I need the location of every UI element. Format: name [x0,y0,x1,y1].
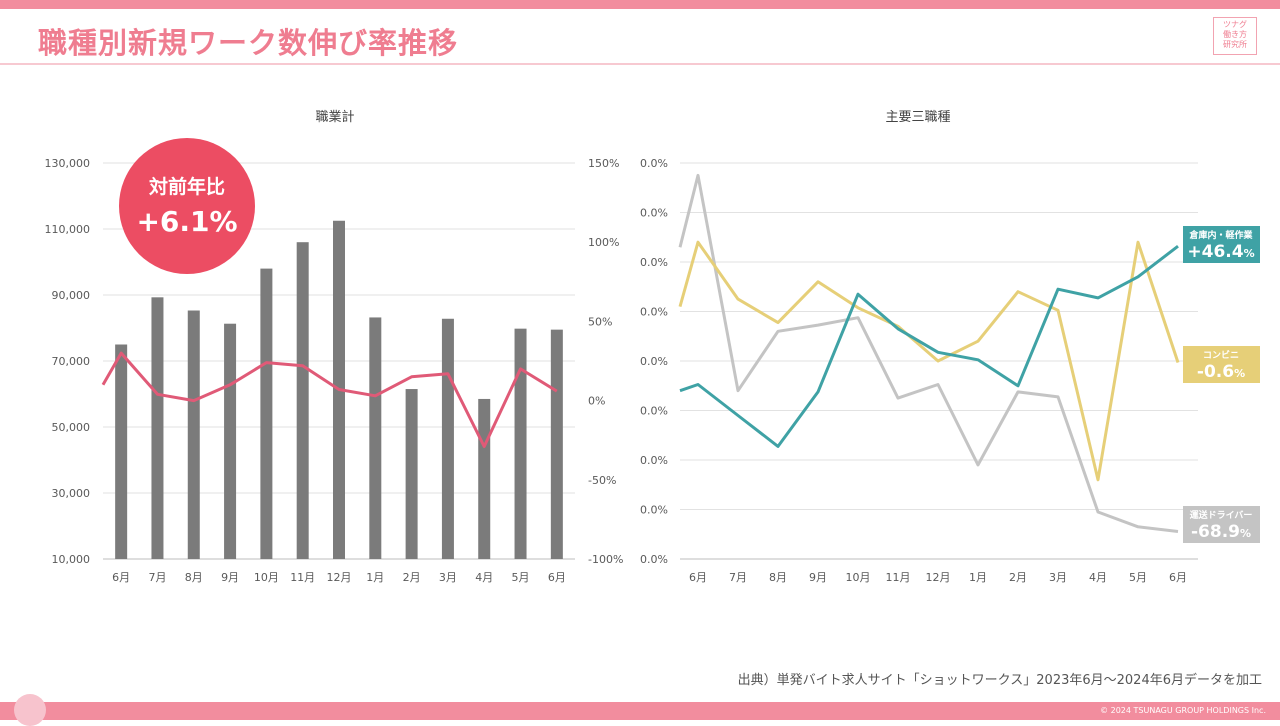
footer-bar [0,702,1280,720]
x-tick-label: 6月 [689,571,707,584]
x-tick-label: 6月 [548,571,566,584]
y-tick-label: -60.0% [640,504,668,517]
bar [369,317,381,559]
y-tick-label: 0.0% [640,355,668,368]
x-tick-label: 5月 [1129,571,1147,584]
x-tick-label: 10月 [254,571,279,584]
copyright: © 2024 TSUNAGU GROUP HOLDINGS Inc. [1100,706,1266,715]
bar [151,297,163,559]
x-tick-label: 3月 [1049,571,1067,584]
x-tick-label: 1月 [969,571,987,584]
y-tick-label: 40.0% [640,256,668,269]
x-tick-label: 2月 [1009,571,1027,584]
bar [297,242,309,559]
yoy-badge-label: 対前年比 [148,175,225,198]
x-tick-label: 4月 [1089,571,1107,584]
x-tick-label: 9月 [809,571,827,584]
series-end-label: 倉庫内・軽作業+46.4% [1183,226,1260,263]
y-tick-label: -40.0% [640,454,668,467]
logo-line: ツナグ [1214,20,1256,30]
y2-tick-label: 50% [588,315,612,328]
x-tick-label: 8月 [769,571,787,584]
bar [515,329,527,559]
y-tick-label: 50,000 [52,421,91,434]
title-divider [0,63,1280,65]
y-tick-label: 20.0% [640,306,668,319]
series-end-label-name: 運送ドライバー [1190,509,1253,521]
y2-tick-label: 0% [588,395,605,408]
x-tick-label: 10月 [846,571,871,584]
yoy-badge: 対前年比 +6.1% [119,138,255,274]
series-end-label-name: コンビニ [1203,349,1239,361]
x-tick-label: 6月 [112,571,130,584]
yoy-badge-value: +6.1% [136,205,237,238]
x-tick-label: 11月 [290,571,315,584]
bar [224,324,236,559]
x-tick-label: 2月 [403,571,421,584]
occupations-chart-title: 主要三職種 [885,109,950,125]
x-tick-label: 7月 [148,571,166,584]
page-title: 職種別新規ワーク数伸び率推移 [38,20,458,62]
top-stripe [0,0,1280,9]
y-tick-label: 110,000 [45,223,91,236]
total-chart: 職業計 10,000 30,000 50,000 70,000 90,000 110,00… [0,90,640,690]
y2-tick-label: -100% [588,553,623,566]
y2-tick-label: -50% [588,474,616,487]
x-tick-label: 11月 [886,571,911,584]
y-tick-label: 10,000 [52,553,91,566]
y-tick-label: 80.0% [640,157,668,170]
x-tick-label: 12月 [327,571,352,584]
series-end-label: 運送ドライバー-68.9% [1183,506,1260,543]
x-tick-label: 9月 [221,571,239,584]
y-tick-label: 30,000 [52,487,91,500]
footer-circle [14,694,46,726]
total-chart-title: 職業計 [315,109,354,125]
y-tick-label: 90,000 [52,289,91,302]
x-tick-label: 8月 [185,571,203,584]
y-tick-label: -20.0% [640,405,668,418]
x-tick-label: 4月 [475,571,493,584]
bar [115,345,127,560]
logo-line: 働き方 [1214,30,1256,40]
bar [406,389,418,559]
bar [260,269,272,559]
logo: ツナグ 働き方 研究所 [1213,17,1257,55]
series-line [680,246,1178,446]
y2-tick-label: 100% [588,236,619,249]
y-tick-label: 130,000 [45,157,91,170]
x-tick-label: 3月 [439,571,457,584]
source-note: 出典）単発バイト求人サイト「ショットワークス」2023年6月～2024年6月デー… [738,669,1262,688]
x-tick-label: 1月 [366,571,384,584]
x-tick-label: 12月 [926,571,951,584]
x-tick-label: 7月 [729,571,747,584]
y-tick-label: -80.0% [640,553,668,566]
y-tick-label: 70,000 [52,355,91,368]
bar [478,399,490,559]
bar [551,330,563,559]
bar [188,311,200,559]
occupations-chart: 主要三職種 -80.0% -60.0% -40.0% -20.0% 0.0% 20.0% 4… [640,90,1280,690]
x-tick-label: 5月 [512,571,530,584]
x-tick-label: 6月 [1169,571,1187,584]
series-end-label-name: 倉庫内・軽作業 [1188,229,1253,241]
y2-tick-label: 150% [588,157,619,170]
logo-line: 研究所 [1214,40,1256,50]
series-end-label: コンビニ-0.6% [1183,346,1260,383]
y-tick-label: 60.0% [640,207,668,220]
bar [442,319,454,559]
